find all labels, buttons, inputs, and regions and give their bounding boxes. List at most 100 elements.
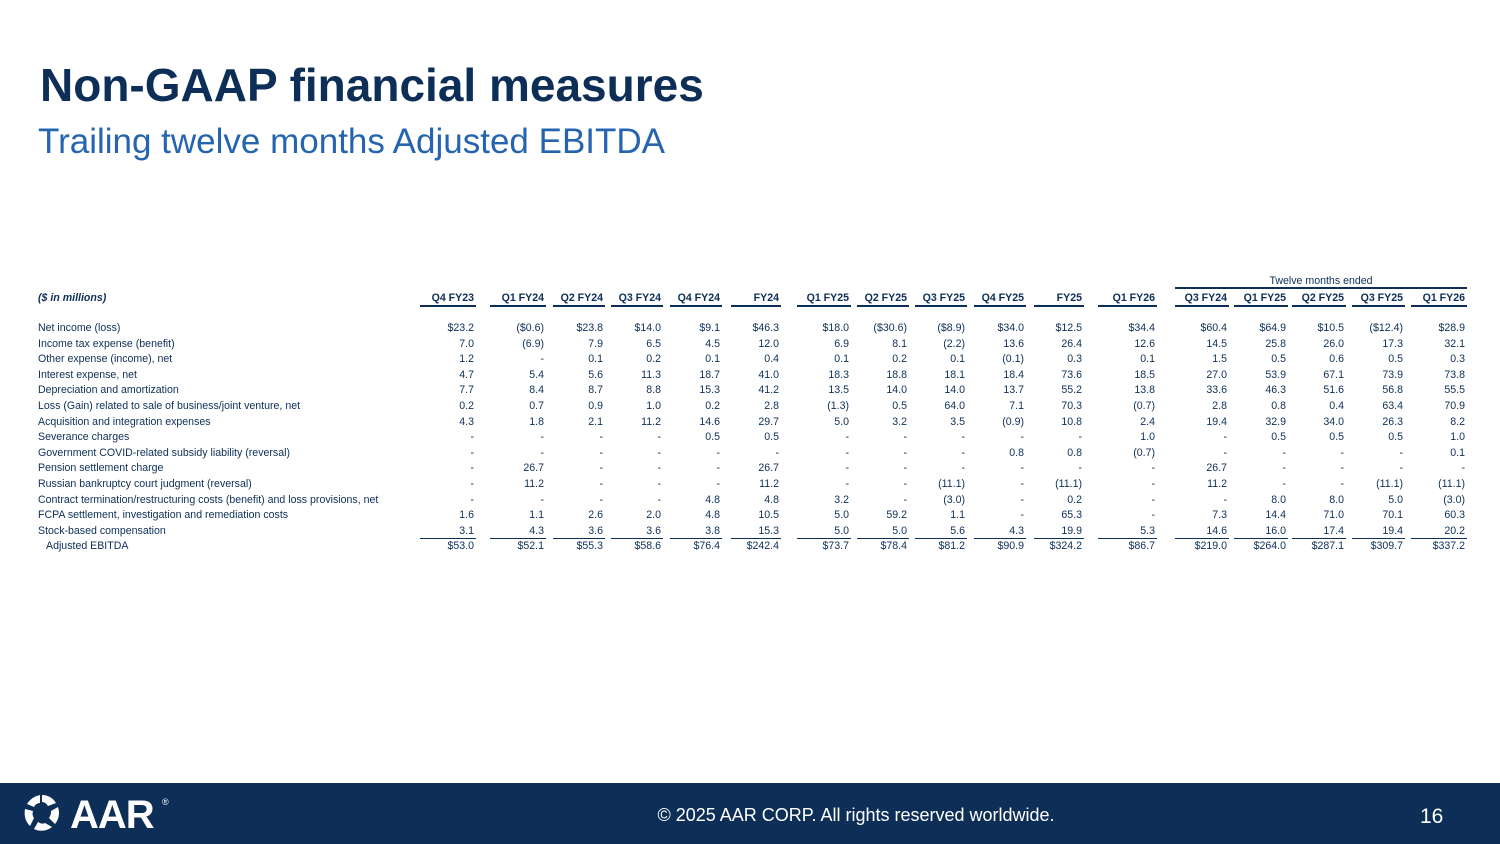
total-rule <box>611 538 663 540</box>
table-cell: 5.3 <box>1140 524 1155 537</box>
table-cell: 14.6 <box>1206 524 1227 537</box>
row-label: Acquisition and integration expenses <box>38 415 211 428</box>
table-cell: - <box>903 493 907 506</box>
table-cell: 70.3 <box>1061 400 1082 412</box>
table-cell: 17.4 <box>1323 524 1344 537</box>
table-cell: - <box>961 446 965 459</box>
table-cell: 13.7 <box>1003 384 1024 397</box>
table-cell: 17.3 <box>1382 337 1403 350</box>
table-cell: 4.3 <box>1009 524 1024 537</box>
row-label: FCPA settlement, investigation and remed… <box>38 509 289 522</box>
table-cell: 18.8 <box>886 368 907 381</box>
column-header-underline <box>915 305 967 307</box>
table-cell: $287.1 <box>1311 540 1344 553</box>
table-cell: 8.2 <box>1450 415 1465 428</box>
table-cell: 26.3 <box>1382 415 1403 428</box>
table-cell: 0.8 <box>1271 400 1286 412</box>
total-rule <box>974 538 1026 540</box>
table-cell: 26.7 <box>1206 462 1227 475</box>
table-cell: (2.2) <box>943 337 965 350</box>
table-cell: 4.8 <box>705 493 720 506</box>
table-cell: 55.5 <box>1444 384 1465 397</box>
total-rule <box>857 538 909 540</box>
table-cell: 3.1 <box>459 524 474 537</box>
table-cell: - <box>1340 478 1344 490</box>
logo-wordmark: AAR <box>70 793 155 837</box>
table-cell: 0.5 <box>1271 353 1286 366</box>
table-cell: 5.6 <box>950 524 965 537</box>
column-header: Q1 FY25 <box>806 292 849 304</box>
table-cell: 1.5 <box>1212 353 1227 366</box>
table-cell: 3.6 <box>646 524 661 537</box>
table-cell: 19.4 <box>1206 415 1227 428</box>
column-header-underline <box>1175 305 1229 307</box>
table-cell: $52.1 <box>517 540 544 553</box>
table-cell: 10.5 <box>758 509 779 522</box>
table-cell: ($12.4) <box>1369 322 1403 334</box>
table-cell: 56.8 <box>1382 384 1403 397</box>
table-cell: (6.9) <box>522 337 544 350</box>
column-header-underline <box>490 305 546 307</box>
column-header-underline <box>974 305 1026 307</box>
table-cell: 0.3 <box>1450 353 1465 366</box>
table-cell: 19.9 <box>1061 524 1082 537</box>
table-cell: 59.2 <box>886 509 907 522</box>
table-cell: $309.7 <box>1370 540 1403 553</box>
column-header-underline <box>1098 305 1157 307</box>
table-cell: 2.4 <box>1140 415 1155 428</box>
table-cell: 0.2 <box>459 400 474 412</box>
table-cell: 1.0 <box>1450 431 1465 444</box>
table-cell: 11.2 <box>759 478 779 490</box>
table-cell: 10.8 <box>1061 415 1082 428</box>
table-cell: 7.7 <box>459 384 474 397</box>
table-cell: - <box>657 462 661 475</box>
table-cell: 34.0 <box>1323 415 1344 428</box>
table-cell: 4.8 <box>705 509 720 522</box>
row-label: Severance charges <box>38 431 130 444</box>
footer-bar: AAR ® © 2025 AAR CORP. All rights reserv… <box>0 783 1500 844</box>
table-cell: 8.1 <box>892 337 907 350</box>
total-rule <box>1098 538 1157 540</box>
table-cell: $60.4 <box>1200 322 1227 334</box>
table-cell: 51.6 <box>1323 384 1344 397</box>
total-rule <box>1234 538 1288 540</box>
column-header-underline <box>797 305 851 307</box>
table-cell: 0.1 <box>1140 353 1155 366</box>
total-rule <box>1292 538 1346 540</box>
table-cell: 19.4 <box>1382 524 1403 537</box>
table-cell: 60.3 <box>1444 509 1465 522</box>
table-cell: (0.9) <box>1002 415 1024 428</box>
table-cell: 7.1 <box>1009 400 1024 412</box>
column-header-underline <box>731 305 781 307</box>
table-cell: - <box>1282 478 1286 490</box>
table-cell: - <box>1223 446 1227 459</box>
table-cell: $90.9 <box>997 540 1024 553</box>
table-cell: 0.2 <box>646 353 661 366</box>
total-rule <box>553 538 605 540</box>
column-header: Q3 FY24 <box>618 292 661 304</box>
table-cell: 63.4 <box>1382 400 1403 412</box>
column-header: Q3 FY24 <box>1184 292 1227 304</box>
table-cell: 53.9 <box>1265 368 1286 381</box>
table-cell: $78.4 <box>880 540 907 553</box>
column-header: Q3 FY25 <box>1360 292 1403 304</box>
table-cell: 0.1 <box>834 353 849 366</box>
table-cell: - <box>845 431 849 444</box>
table-cell: 25.8 <box>1265 337 1286 350</box>
table-cell: 2.8 <box>764 400 779 412</box>
row-label: Loss (Gain) related to sale of business/… <box>38 400 301 412</box>
table-cell: 7.0 <box>459 337 474 350</box>
table-cell: 5.0 <box>892 524 907 537</box>
table-cell: (11.1) <box>1055 478 1082 490</box>
table-cell: - <box>657 431 661 444</box>
table-cell: - <box>599 478 603 490</box>
table-cell: 20.2 <box>1444 524 1465 537</box>
column-header: FY24 <box>753 292 779 304</box>
column-header-underline <box>857 305 909 307</box>
table-cell: $9.1 <box>699 322 720 334</box>
table-cell: - <box>1399 446 1403 459</box>
row-label: Stock-based compensation <box>38 524 166 537</box>
table-cell: 16.0 <box>1265 524 1286 537</box>
table-cell: $46.3 <box>752 322 779 334</box>
table-cell: 18.5 <box>1134 368 1155 381</box>
